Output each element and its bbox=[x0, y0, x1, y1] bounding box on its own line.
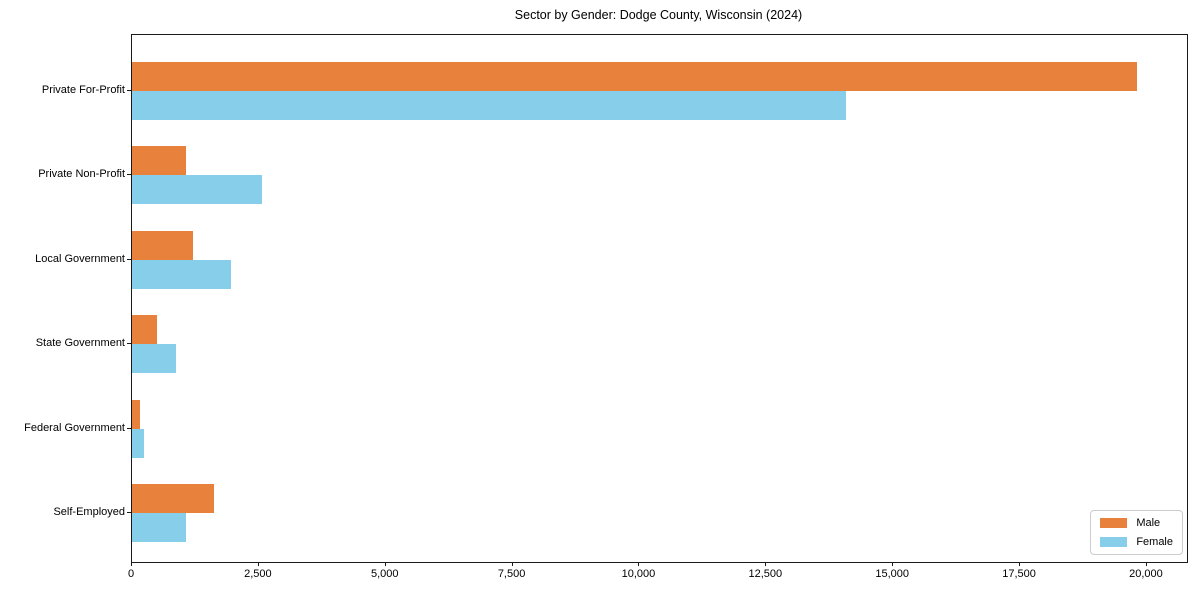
male-series-label: Male bbox=[1136, 517, 1161, 529]
x-tick-mark bbox=[384, 562, 386, 566]
x-tick-label: 17,500 bbox=[1002, 568, 1036, 580]
bar-male-self-employed bbox=[132, 484, 215, 513]
bar-male-private-for-profit bbox=[132, 61, 1137, 91]
x-tick-mark bbox=[131, 562, 132, 566]
y-tick-mark bbox=[127, 258, 131, 260]
bar-female-federal-government bbox=[132, 428, 144, 458]
bar-female-private-non-profit bbox=[132, 175, 263, 204]
bar-male-local-government bbox=[132, 230, 193, 260]
y-tick-mark bbox=[127, 512, 131, 513]
x-tick-mark bbox=[638, 562, 640, 566]
bar-female-self-employed bbox=[132, 513, 186, 542]
legend: Male Female bbox=[1090, 510, 1183, 555]
bar-male-state-government bbox=[132, 315, 157, 344]
y-tick-label: Private Non-Profit bbox=[38, 168, 125, 180]
y-tick-label: Local Government bbox=[35, 252, 125, 265]
x-tick-label: 12,500 bbox=[748, 568, 783, 580]
bar-female-local-government bbox=[132, 259, 231, 289]
y-tick-mark bbox=[127, 427, 131, 429]
bar-female-state-government bbox=[132, 344, 177, 373]
y-tick-label: State Government bbox=[35, 337, 125, 349]
x-tick-label: 10,000 bbox=[621, 568, 656, 580]
x-tick-mark bbox=[1145, 562, 1147, 566]
x-tick-label: 2,500 bbox=[244, 568, 272, 580]
legend-entry-female: Female bbox=[1100, 536, 1173, 548]
y-tick-label: Federal Government bbox=[24, 421, 125, 434]
x-tick-mark bbox=[257, 562, 259, 566]
x-tick-mark bbox=[511, 562, 513, 566]
bar-female-private-for-profit bbox=[132, 90, 846, 120]
x-tick-label: 5,000 bbox=[370, 568, 399, 580]
y-tick-label: Self-Employed bbox=[53, 506, 125, 518]
chart-title: Sector by Gender: Dodge County, Wisconsi… bbox=[514, 8, 803, 22]
y-tick-mark bbox=[127, 89, 131, 91]
x-tick-mark bbox=[765, 562, 767, 566]
x-tick-label: 0 bbox=[127, 568, 135, 580]
plot-area: Male Female bbox=[131, 34, 1188, 563]
y-tick-mark bbox=[127, 343, 131, 344]
y-tick-label: Private For-Profit bbox=[41, 83, 125, 96]
male-series-swatch bbox=[1100, 518, 1128, 528]
bar-male-federal-government bbox=[132, 399, 141, 429]
x-tick-mark bbox=[1019, 562, 1021, 566]
x-tick-label: 7,500 bbox=[497, 568, 526, 580]
x-tick-label: 15,000 bbox=[875, 568, 909, 580]
female-series-label: Female bbox=[1136, 536, 1173, 548]
x-tick-label: 20,000 bbox=[1129, 568, 1163, 580]
bar-male-private-non-profit bbox=[132, 146, 187, 175]
female-series-swatch bbox=[1100, 537, 1128, 547]
x-tick-mark bbox=[892, 562, 894, 566]
y-tick-mark bbox=[127, 174, 131, 175]
legend-entry-male: Male bbox=[1100, 517, 1173, 529]
